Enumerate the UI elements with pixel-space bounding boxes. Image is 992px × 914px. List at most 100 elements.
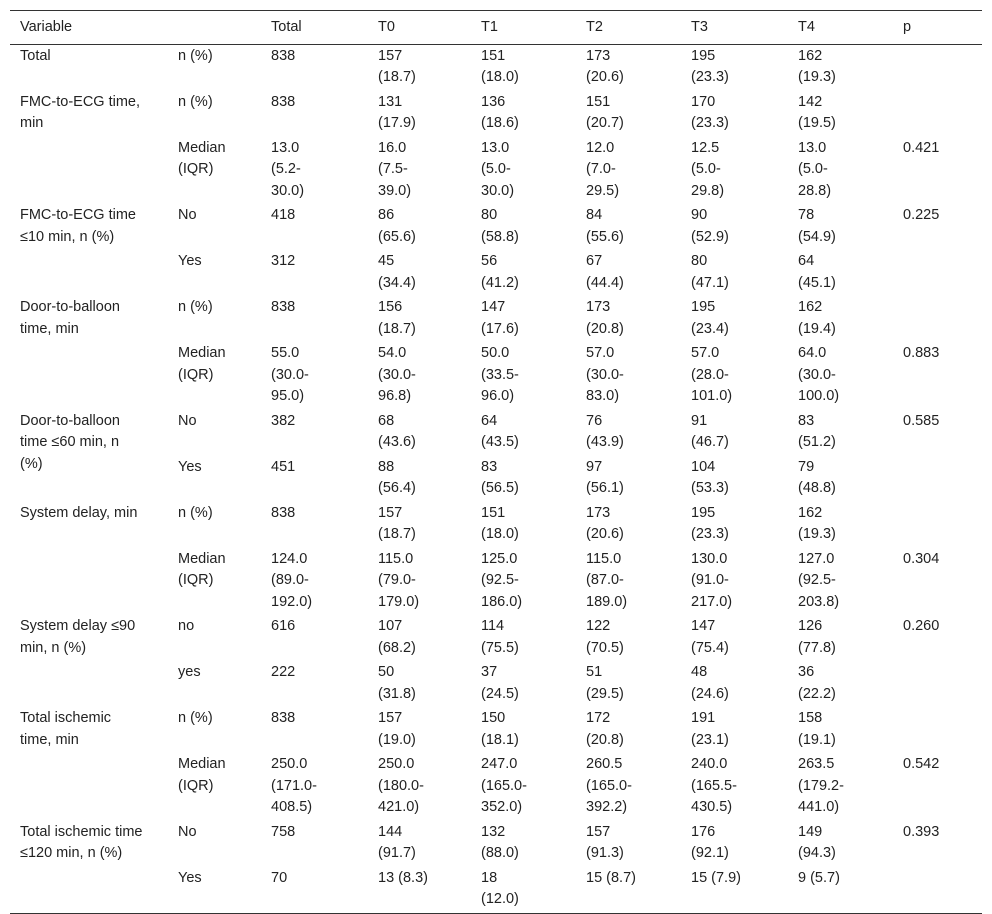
group-cell: 54.0 (30.0-96.8) bbox=[368, 342, 471, 410]
group-cell: 90 (52.9) bbox=[681, 204, 788, 250]
group-cell: 83 (56.5) bbox=[471, 456, 576, 502]
group-cell: 191 (23.1) bbox=[681, 707, 788, 753]
stat-cell-text: No bbox=[178, 823, 197, 840]
stat-cell: Median (IQR) bbox=[168, 753, 261, 821]
table-row: Total ischemic time ≤120 min, n (%) No 758… bbox=[10, 821, 982, 867]
p-cell bbox=[893, 456, 982, 502]
total-cell: 222 bbox=[261, 661, 368, 707]
group-cell-text: 76 (43.9) bbox=[586, 412, 624, 451]
group-cell: 13 (8.3) bbox=[368, 867, 471, 914]
group-cell-text: 57.0 (30.0-83.0) bbox=[586, 345, 624, 404]
stat-cell-text: Median (IQR) bbox=[178, 345, 226, 383]
group-cell: 36 (22.2) bbox=[788, 661, 893, 707]
p-cell-text: 0.393 bbox=[903, 823, 940, 840]
stat-cell: Yes bbox=[168, 456, 261, 502]
group-cell: 115.0 (87.0-189.0) bbox=[576, 548, 681, 616]
variable-cell: Total bbox=[10, 44, 168, 91]
stat-cell-text: Median (IQR) bbox=[178, 550, 226, 589]
variable-cell: System delay, min bbox=[10, 502, 168, 616]
group-cell: 76 (43.9) bbox=[576, 410, 681, 456]
p-cell: 0.585 bbox=[893, 410, 982, 456]
table-row: Median (IQR) 55.0 (30.0-95.0) 54.0 (30.0-9… bbox=[10, 342, 982, 410]
group-cell-text: 9 (5.7) bbox=[798, 869, 840, 886]
group-cell: 122 (70.5) bbox=[576, 615, 681, 661]
group-cell: 157 (18.7) bbox=[368, 502, 471, 548]
p-cell: 0.304 bbox=[893, 548, 982, 616]
total-cell-text: 838 bbox=[271, 504, 296, 521]
group-cell-text: 12.0 (7.0-29.5) bbox=[586, 139, 620, 199]
group-cell: 173 (20.6) bbox=[576, 44, 681, 91]
group-cell-text: 158 (19.1) bbox=[798, 710, 836, 748]
header-cell: p bbox=[903, 19, 912, 35]
group-cell: 64 (45.1) bbox=[788, 250, 893, 296]
group-cell-text: 132 (88.0) bbox=[481, 823, 519, 862]
group-cell-text: 37 (24.5) bbox=[481, 664, 519, 702]
group-cell: 158 (19.1) bbox=[788, 707, 893, 753]
group-cell: 157 (18.7) bbox=[368, 44, 471, 91]
stat-cell-text: n (%) bbox=[178, 93, 213, 110]
group-cell-text: 115.0 (79.0-179.0) bbox=[378, 550, 420, 610]
group-cell-text: 83 (51.2) bbox=[798, 412, 836, 451]
group-cell: 170 (23.3) bbox=[681, 91, 788, 137]
total-cell: 382 bbox=[261, 410, 368, 456]
variable-cell-text: Total bbox=[20, 47, 51, 64]
group-cell: 195 (23.3) bbox=[681, 502, 788, 548]
group-cell: 156 (18.7) bbox=[368, 296, 471, 342]
total-cell: 312 bbox=[261, 250, 368, 296]
group-cell: 151 (18.0) bbox=[471, 502, 576, 548]
group-cell-text: 64 (45.1) bbox=[798, 253, 836, 291]
group-cell-text: 90 (52.9) bbox=[691, 207, 729, 245]
table-row: Total n (%) 838 157 (18.7) 151 (18.0) 173 (20… bbox=[10, 44, 982, 91]
table-row: System delay ≤90 min, n (%) no 616 107 (68.… bbox=[10, 615, 982, 661]
group-cell: 12.5 (5.0-29.8) bbox=[681, 137, 788, 205]
table-row: Door-to-balloon time, min n (%) 838 156 (18… bbox=[10, 296, 982, 342]
group-cell-text: 67 (44.4) bbox=[586, 253, 624, 291]
group-cell-text: 170 (23.3) bbox=[691, 93, 729, 132]
group-cell-text: 107 (68.2) bbox=[378, 618, 416, 656]
group-cell: 247.0 (165.0-352.0) bbox=[471, 753, 576, 821]
group-cell-text: 157 (18.7) bbox=[378, 47, 416, 86]
total-cell-text: 55.0 (30.0-95.0) bbox=[271, 345, 309, 404]
group-cell-text: 125.0 (92.5-186.0) bbox=[481, 550, 523, 610]
group-cell: 130.0 (91.0-217.0) bbox=[681, 548, 788, 616]
group-cell-text: 142 (19.5) bbox=[798, 93, 836, 132]
group-cell: 86 (65.6) bbox=[368, 204, 471, 250]
group-cell-text: 173 (20.6) bbox=[586, 504, 624, 543]
group-cell-text: 157 (19.0) bbox=[378, 710, 416, 748]
total-cell-text: 382 bbox=[271, 412, 296, 429]
group-cell-text: 91 (46.7) bbox=[691, 412, 729, 451]
group-cell: 64 (43.5) bbox=[471, 410, 576, 456]
group-cell-text: 80 (47.1) bbox=[691, 253, 729, 291]
group-cell: 263.5 (179.2-441.0) bbox=[788, 753, 893, 821]
group-cell: 16.0 (7.5-39.0) bbox=[368, 137, 471, 205]
group-cell: 162 (19.3) bbox=[788, 502, 893, 548]
group-cell-text: 260.5 (165.0-392.2) bbox=[586, 756, 632, 815]
group-cell-text: 151 (18.0) bbox=[481, 47, 519, 86]
total-cell: 616 bbox=[261, 615, 368, 661]
group-cell: 79 (48.8) bbox=[788, 456, 893, 502]
p-cell-text: 0.585 bbox=[903, 412, 940, 429]
group-cell: 157 (91.3) bbox=[576, 821, 681, 867]
header-cell: T1 bbox=[481, 19, 498, 35]
header-cell: T3 bbox=[691, 19, 708, 35]
group-cell-text: 195 (23.4) bbox=[691, 299, 729, 337]
group-cell-text: 173 (20.8) bbox=[586, 299, 624, 337]
total-cell-text: 451 bbox=[271, 458, 296, 475]
group-cell-text: 64 (43.5) bbox=[481, 412, 519, 451]
p-cell: 0.421 bbox=[893, 137, 982, 205]
group-cell: 125.0 (92.5-186.0) bbox=[471, 548, 576, 616]
header-cell: Total bbox=[271, 19, 302, 35]
p-cell-text: 0.260 bbox=[903, 618, 940, 634]
group-cell: 37 (24.5) bbox=[471, 661, 576, 707]
group-cell: 51 (29.5) bbox=[576, 661, 681, 707]
stat-cell-text: n (%) bbox=[178, 299, 213, 315]
stat-cell: Median (IQR) bbox=[168, 548, 261, 616]
group-cell-text: 88 (56.4) bbox=[378, 458, 416, 497]
stat-cell-text: Yes bbox=[178, 869, 202, 886]
stat-cell: Yes bbox=[168, 250, 261, 296]
group-cell: 50 (31.8) bbox=[368, 661, 471, 707]
group-cell: 50.0 (33.5-96.0) bbox=[471, 342, 576, 410]
header-row: Variable Total T0 T1 T2 T3 T4 p bbox=[10, 10, 982, 44]
group-cell-text: 15 (8.7) bbox=[586, 869, 636, 886]
group-cell-text: 115.0 (87.0-189.0) bbox=[586, 550, 628, 610]
